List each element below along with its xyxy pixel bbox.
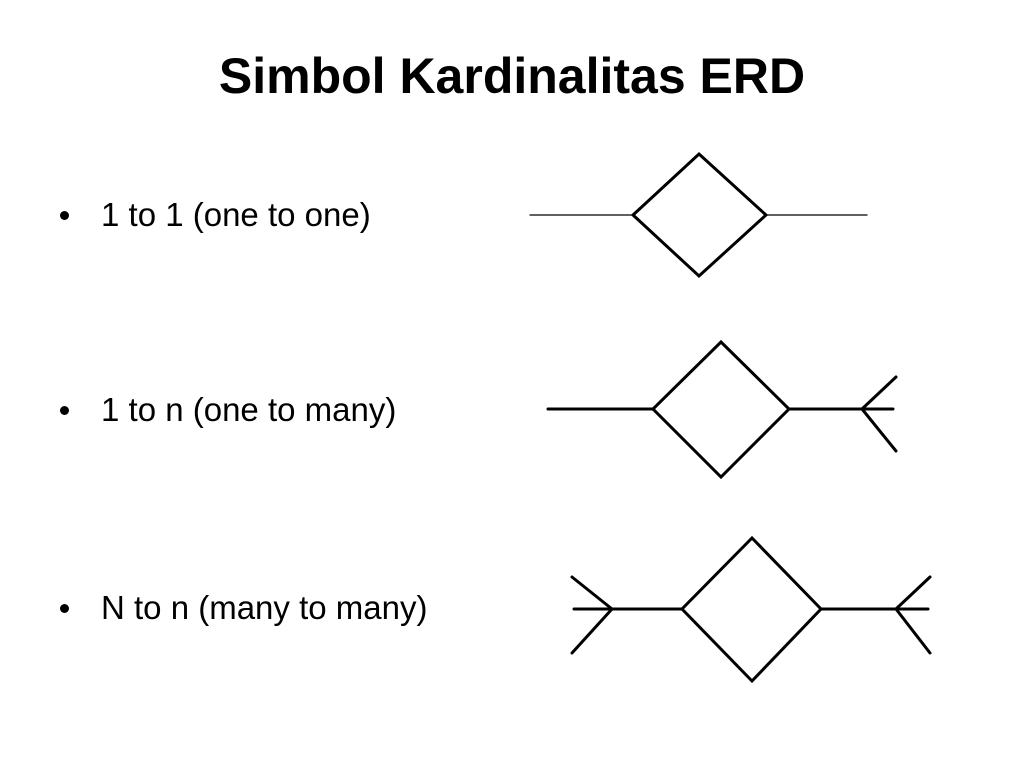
bullet-dot-icon [60, 603, 69, 613]
bullet-item-one-to-one: 1 to 1 (one to one) [60, 193, 371, 237]
bullet-label: 1 to 1 (one to one) [101, 196, 371, 233]
bullet-dot-icon [60, 405, 69, 415]
bullet-label: 1 to n (one to many) [101, 391, 397, 428]
relationship-diamond [650, 339, 792, 480]
slide-title: Simbol Kardinalitas ERD [218, 48, 806, 104]
crows-foot-left-icon [570, 575, 614, 655]
relationship-diamond [679, 535, 824, 684]
many-to-many-symbol [570, 535, 932, 684]
bullet-dot-icon [60, 210, 69, 220]
bullet-item-one-to-many: 1 to n (one to many) [60, 388, 396, 432]
crows-foot-right-icon [894, 575, 932, 655]
one-to-many-symbol [546, 339, 898, 480]
one-to-one-symbol [529, 151, 868, 279]
bullet-label: N to n (many to many) [101, 589, 428, 626]
relationship-diamond [630, 151, 769, 279]
crows-foot-right-icon [860, 375, 898, 453]
bullet-item-many-to-many: N to n (many to many) [60, 586, 427, 630]
